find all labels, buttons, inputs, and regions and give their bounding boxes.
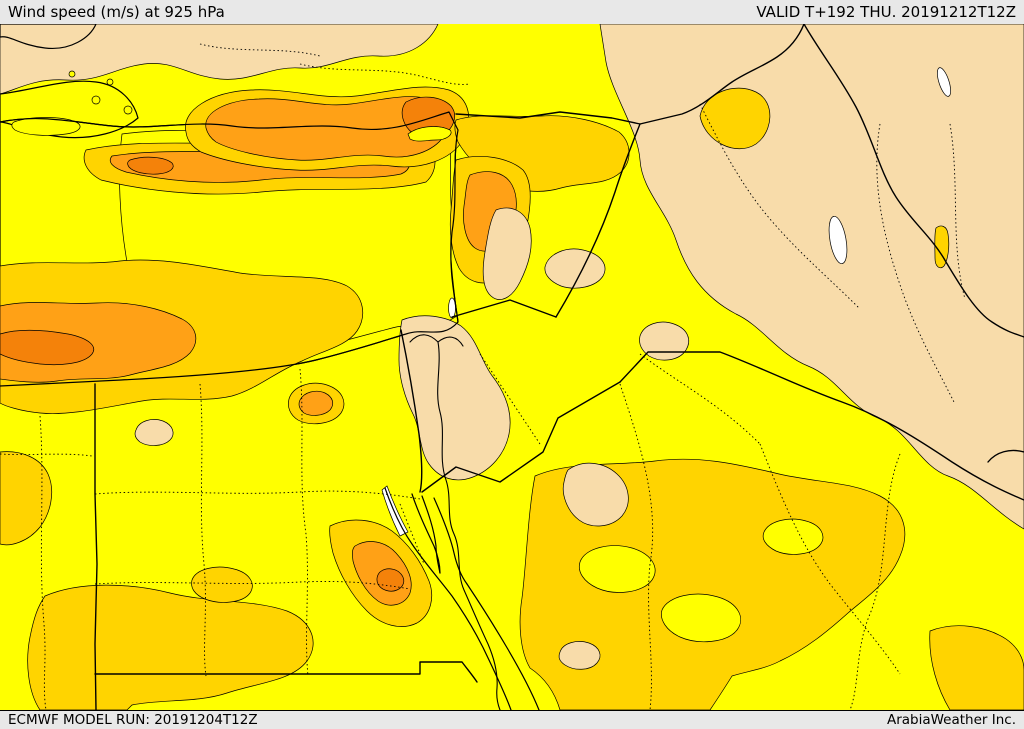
red-sea-coastlines <box>384 487 540 710</box>
south-gold-system <box>27 87 1024 710</box>
wind-speed-map <box>0 24 1024 710</box>
tan-base-regions <box>0 24 1024 530</box>
brand-label: ArabiaWeather Inc. <box>886 712 1016 728</box>
header-bar: Wind speed (m/s) at 925 hPa VALID T+192 … <box>0 0 1024 24</box>
admin-boundaries-dotted <box>0 43 966 710</box>
map-area <box>0 24 1024 710</box>
country-borders <box>0 24 1024 710</box>
turkey-orange-system <box>185 86 470 171</box>
tan-patch-regions <box>134 207 689 670</box>
valid-time-label: VALID T+192 THU. 20191212T12Z <box>756 3 1016 21</box>
islands <box>11 70 452 142</box>
nile-river <box>409 334 501 710</box>
west-gold-system <box>0 259 364 546</box>
model-run-label: ECMWF MODEL RUN: 20191204T12Z <box>8 712 258 728</box>
footer-bar: ECMWF MODEL RUN: 20191204T12Z ArabiaWeat… <box>0 710 1024 729</box>
page-title: Wind speed (m/s) at 925 hPa <box>8 3 225 21</box>
